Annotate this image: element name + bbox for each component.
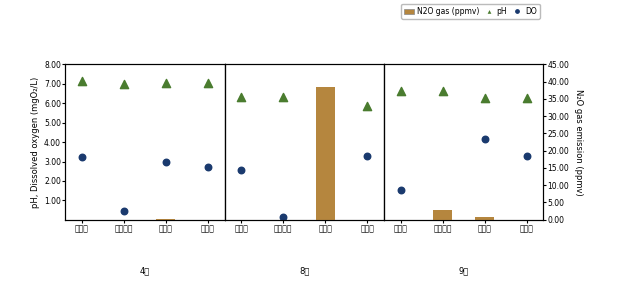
Point (203, 81, 213, 86)
Point (479, 137, 489, 142)
Bar (316, 87, 335, 220)
Point (362, 104, 372, 108)
Point (320, 141, 330, 145)
Point (77, 79, 87, 83)
Point (278, 95, 288, 100)
Point (396, 88, 406, 93)
Point (119, 209, 129, 213)
Bar (433, 210, 452, 220)
Point (438, 88, 448, 93)
Point (161, 81, 171, 85)
Bar (475, 217, 494, 220)
Point (522, 153, 532, 158)
Legend: N2O gas (ppmv), pH, DO: N2O gas (ppmv), pH, DO (401, 4, 540, 19)
Point (362, 153, 372, 158)
Point (237, 95, 247, 100)
Point (396, 187, 406, 192)
Point (278, 214, 288, 219)
Point (161, 159, 171, 164)
Y-axis label: N₂O gas emission (ppmv): N₂O gas emission (ppmv) (574, 89, 582, 195)
Text: 8月: 8月 (299, 266, 309, 275)
Bar (156, 219, 175, 220)
Point (203, 165, 213, 170)
Y-axis label: pH, Dissolved oxygen (mgO₂/L): pH, Dissolved oxygen (mgO₂/L) (31, 76, 40, 208)
Point (119, 81, 129, 86)
Point (77, 154, 87, 159)
Point (320, 104, 330, 108)
Point (479, 96, 489, 101)
Text: 4月: 4月 (140, 266, 150, 275)
Point (522, 96, 532, 101)
Point (438, 214, 448, 218)
Text: 9月: 9月 (458, 266, 469, 275)
Point (237, 168, 247, 173)
